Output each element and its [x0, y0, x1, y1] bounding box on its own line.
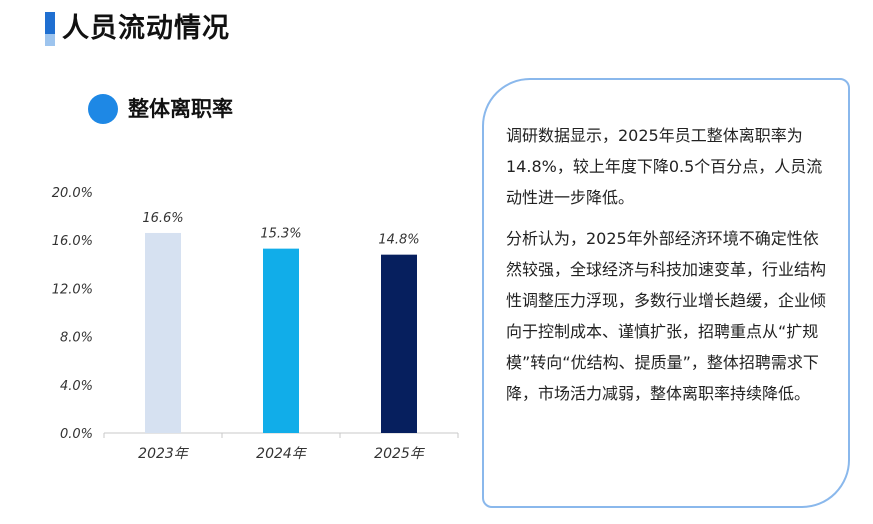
x-category-label: 2025年: [374, 446, 426, 462]
turnover-bar-chart: 0.0% 4.0% 8.0% 12.0% 16.0% 20.0% 16.6% 2023年 15.…: [52, 186, 459, 462]
title-accent-bar: [45, 12, 55, 46]
analysis-paragraph-1: 调研数据显示，2025年员工整体离职率为14.8%，较上年度下降0.5个百分点，…: [506, 126, 823, 207]
x-category-label: 2024年: [256, 446, 308, 462]
y-tick-label: 16.0%: [52, 234, 93, 249]
bar-value-label: 15.3%: [260, 227, 301, 242]
x-category-label: 2023年: [138, 446, 190, 462]
analysis-paragraph-2: 分析认为，2025年外部经济环境不确定性依然较强，全球经济与科技加速变革，行业结…: [506, 229, 827, 403]
y-tick-label: 0.0%: [60, 427, 93, 442]
y-tick-label: 12.0%: [52, 282, 93, 297]
y-tick-label: 4.0%: [60, 379, 93, 394]
analysis-card: 调研数据显示，2025年员工整体离职率为14.8%，较上年度下降0.5个百分点，…: [482, 78, 850, 508]
page-title: 人员流动情况: [62, 13, 230, 44]
bar-3: [381, 254, 417, 433]
y-tick-label: 20.0%: [52, 186, 93, 201]
legend-label: 整体离职率: [128, 97, 233, 121]
bar-value-label: 14.8%: [378, 233, 419, 248]
bar-value-label: 16.6%: [142, 211, 183, 226]
bar-2: [263, 248, 299, 433]
bar-1: [145, 232, 181, 433]
legend-marker: [88, 94, 118, 124]
y-tick-label: 8.0%: [60, 331, 93, 346]
